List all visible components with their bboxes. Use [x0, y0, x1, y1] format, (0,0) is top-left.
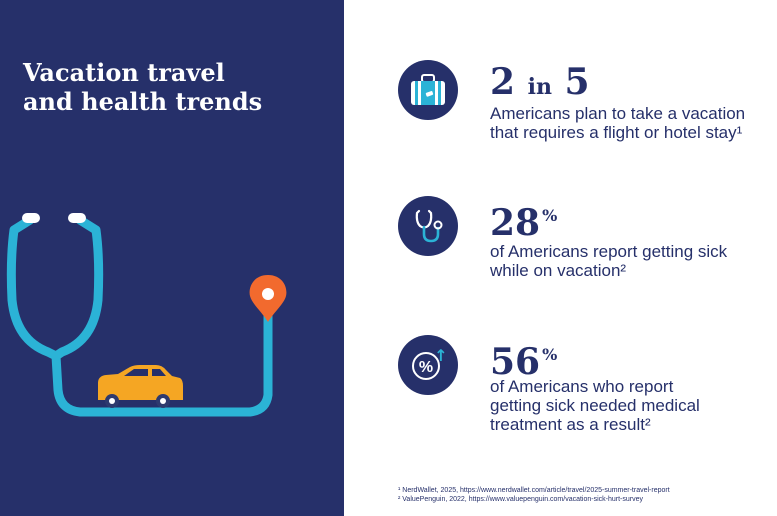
- stat-unit: %: [542, 206, 558, 225]
- stat-number: 56: [490, 341, 541, 383]
- stat-number: 2: [490, 61, 516, 103]
- stat-value: 56%: [490, 337, 557, 380]
- stat-description: of Americans who report getting sick nee…: [490, 377, 777, 434]
- ear-tip-left: [22, 213, 40, 223]
- percent-up-icon: % ↑: [398, 335, 458, 395]
- desc-line: Americans plan to take a vacation: [490, 104, 746, 123]
- suitcase-icon: [398, 60, 458, 120]
- stethoscope-icon: [398, 196, 458, 256]
- footnote: ² ValuePenguin, 2022, https://www.valuep…: [398, 496, 643, 503]
- title-line-2: and health trends: [23, 87, 263, 116]
- ear-tip-right: [68, 213, 86, 223]
- desc-line: treatment as a result²: [490, 415, 651, 434]
- desc-line: getting sick needed medical: [490, 396, 700, 415]
- stat-description: of Americans report getting sick while o…: [490, 242, 777, 280]
- stat-unit: %: [542, 345, 558, 364]
- desc-line: while on vacation²: [490, 261, 627, 280]
- stethoscope-tube-right: [51, 215, 104, 361]
- title-line-1: Vacation travel: [23, 58, 225, 87]
- footnote: ¹ NerdWallet, 2025, https://www.nerdwall…: [398, 487, 670, 494]
- stethoscope-car-illustration: [6, 213, 287, 417]
- car-icon: [98, 365, 183, 408]
- desc-line: of Americans who report: [490, 377, 674, 396]
- stat-value: 28%: [490, 198, 557, 241]
- stat-connector: in: [527, 74, 552, 100]
- stat-value: 2 in 5: [490, 64, 590, 105]
- footnotes: ¹ NerdWallet, 2025, https://www.nerdwall…: [398, 486, 670, 504]
- stat-description: Americans plan to take a vacation that r…: [490, 104, 777, 142]
- desc-line: of Americans report getting sick: [490, 242, 728, 261]
- desc-line: that requires a flight or hotel stay¹: [490, 123, 743, 142]
- stat-number-2: 5: [564, 61, 590, 103]
- page-title: Vacation travel and health trends: [23, 58, 323, 116]
- arrow-up-icon: ↑: [434, 346, 447, 365]
- stat-number: 28: [490, 202, 541, 244]
- map-pin-icon: [249, 275, 287, 322]
- percent-glyph: %: [419, 359, 433, 376]
- left-panel: Vacation travel and health trends: [0, 0, 344, 516]
